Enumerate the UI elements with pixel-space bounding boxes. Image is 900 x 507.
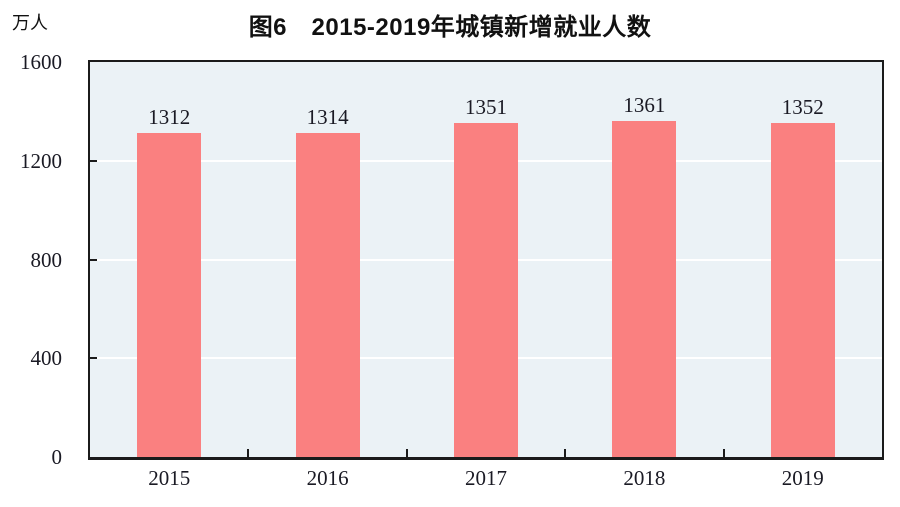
bar-2015 — [137, 133, 202, 457]
bar-2019 — [770, 123, 835, 457]
y-axis-tick — [90, 159, 97, 162]
x-axis-tick-label: 2019 — [781, 466, 824, 490]
y-axis-tick-label: 1600 — [20, 50, 62, 74]
x-axis-tick-label: 2015 — [148, 466, 191, 490]
bar-2018 — [612, 121, 677, 457]
x-axis-tick-label: 2018 — [623, 466, 666, 490]
x-axis-tick — [405, 449, 408, 457]
y-axis-tick-label: 0 — [51, 445, 63, 469]
y-axis-tick — [90, 357, 97, 360]
bar-value-label: 1314 — [306, 104, 349, 129]
x-axis-tick — [247, 449, 250, 457]
bar-value-label: 1351 — [464, 95, 507, 120]
bar-2016 — [295, 132, 360, 457]
x-axis-tick — [722, 449, 725, 457]
bar-value-label: 1352 — [781, 95, 824, 120]
x-axis-tick-label: 2016 — [306, 466, 349, 490]
y-axis-tick-label: 400 — [30, 346, 63, 371]
bar-2017 — [454, 123, 518, 457]
chart-title: 图6 2015-2019年城镇新增就业人数 — [248, 14, 652, 41]
bar-value-label: 1361 — [623, 93, 666, 117]
plot-area: 1312 1314 1351 1361 1352 — [88, 60, 884, 460]
y-axis-unit-label: 万人 — [12, 13, 48, 33]
x-axis-tick-label: 2017 — [464, 466, 507, 490]
y-axis-tick-label: 1200 — [20, 148, 62, 173]
bar-value-label: 1312 — [148, 105, 191, 130]
y-axis-tick — [90, 258, 97, 261]
y-axis-tick-label: 800 — [30, 247, 63, 272]
x-axis-tick — [564, 449, 567, 457]
